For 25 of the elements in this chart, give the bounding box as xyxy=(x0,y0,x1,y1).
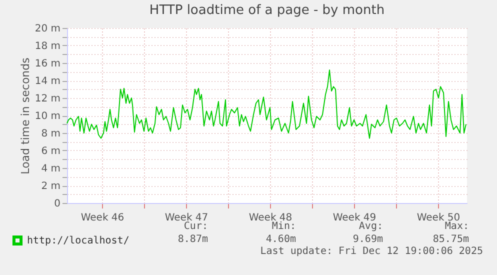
text: Cur: xyxy=(184,221,208,232)
text: 4.60m xyxy=(266,234,296,245)
y-tick-label: 12 m xyxy=(34,94,60,104)
y-tick-label: 4 m xyxy=(41,164,60,174)
text: Min: xyxy=(272,221,296,232)
line-series xyxy=(66,70,466,139)
y-tick-label: 20 m xyxy=(34,24,60,34)
x-tick-label: Week 46 xyxy=(80,212,124,224)
y-tick-label: 2 m xyxy=(41,181,60,192)
y-tick-label: 0 xyxy=(54,198,60,210)
text: 85.75m xyxy=(432,234,469,245)
text: Avg: xyxy=(358,221,383,232)
y-tick-label: 6 m xyxy=(41,146,60,157)
legend-label: http://localhost/ xyxy=(27,236,130,246)
text: Last update: Fri Dec 12 19:00:06 2025 xyxy=(260,246,483,257)
text: 8.87m xyxy=(178,234,208,245)
text: 9.69m xyxy=(352,234,383,245)
y-tick-label: 18 m xyxy=(34,41,60,52)
y-tick-label: 8 m xyxy=(41,128,60,140)
y-tick-label: 16 m xyxy=(34,58,60,70)
y-tick-label: 10 m xyxy=(34,111,60,122)
y-axis-title: Load time in seconds xyxy=(18,57,32,174)
y-tick-label: 14 m xyxy=(34,76,60,87)
chart-title: HTTP loadtime of a page - by month xyxy=(149,3,385,18)
text: Max: xyxy=(444,221,469,232)
